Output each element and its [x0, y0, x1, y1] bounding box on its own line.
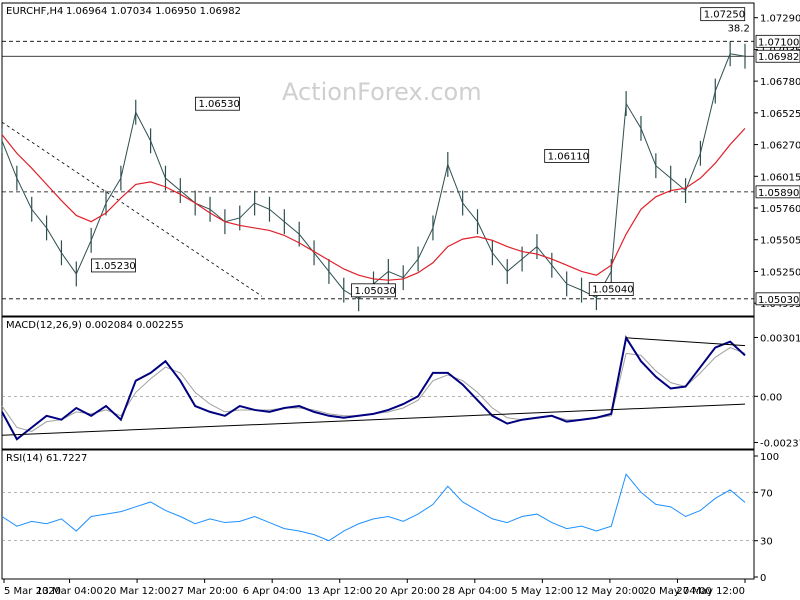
price-axis-label: 1.06015 [760, 172, 800, 183]
price-axis-label: 1.07290 [760, 14, 800, 25]
macd-trendline [1, 403, 746, 436]
price-axis-label: 1.06780 [760, 77, 800, 88]
macd-line [1, 335, 746, 441]
price-tag-label: 1.07100 [758, 37, 799, 48]
x-axis-label: 5 May 12:00 [511, 586, 573, 597]
price-tag-label: 1.06982 [758, 52, 799, 63]
price-callout-box [588, 282, 634, 296]
price-callout-label: 1.05040 [592, 285, 633, 296]
price-series-layer: 1.06530 1.05230 1.05030 1.06110 1.05040 1.072… [1, 7, 754, 312]
fib-level-label: 38.2 [728, 24, 750, 35]
x-axis-label: 12 May 20:00 [576, 586, 645, 597]
price-axis-label: 1.06525 [760, 109, 800, 120]
price-axis-label: 1.05250 [760, 267, 800, 278]
watermark: ActionForex.com [282, 78, 482, 106]
x-axis-label: 20 May 04:00 [643, 586, 712, 597]
moving-average-line [1, 127, 746, 281]
price-callout-box [700, 7, 746, 22]
macd-axis-label: 0.00 [760, 392, 782, 403]
price-tag-label: 1.05030 [758, 295, 799, 306]
price-axis-label: 1.05760 [760, 204, 800, 215]
rsi-axis-label: 30 [760, 537, 773, 548]
rsi-axis-label: 70 [760, 488, 773, 499]
macd-title: MACD(12,26,9) 0.002084 0.002255 [6, 320, 184, 331]
x-axis-label: 5 Mar 2020 [4, 586, 61, 597]
price-tag-box [755, 34, 800, 48]
rsi-axis-label: 0 [760, 573, 766, 584]
price-tag-box [755, 292, 800, 306]
price-callout-label: 1.06530 [198, 99, 239, 110]
x-axis-label: 20 Apr 20:00 [375, 586, 440, 597]
price-axis-label: 1.05505 [760, 236, 800, 247]
price-tag-label: 1.05890 [758, 188, 799, 199]
price-callout-label: 1.07250 [704, 10, 745, 21]
macd-trendline [626, 337, 746, 347]
rsi-line [1, 473, 746, 542]
rsi-series-layer [1, 473, 754, 542]
price-tag-box [755, 49, 800, 63]
price-callout-label: 1.05230 [94, 261, 135, 272]
price-callout-box [351, 283, 396, 298]
x-axis-label: 13 Apr 12:00 [307, 586, 372, 597]
price-callout-box [91, 258, 136, 273]
x-axis-label: 27 Mar 20:00 [171, 586, 238, 597]
symbol-label: EURCHF,H4 [6, 6, 63, 17]
price-callout-box [195, 96, 240, 111]
rsi-axis-label: 100 [760, 452, 779, 463]
ohlc-readout: 1.06964 1.07034 1.06950 1.06982 [66, 6, 241, 17]
axes-layer: 1.072901.070351.067801.065251.062701.060… [3, 14, 800, 597]
x-axis-label: 20 Mar 12:00 [104, 586, 171, 597]
price-callout-box [544, 149, 590, 163]
x-axis-label: 27 May 12:00 [676, 586, 745, 597]
rsi-panel-frame [1, 449, 755, 580]
price-tag-box [755, 185, 800, 199]
price-callout-label: 1.05030 [355, 286, 396, 297]
x-axis-label: 6 Apr 04:00 [243, 586, 302, 597]
macd-series-layer [1, 335, 754, 441]
x-axis-label: 13 Mar 04:00 [36, 586, 103, 597]
rsi-title: RSI(14) 61.7227 [6, 453, 87, 464]
x-axis-label: 28 Apr 04:00 [442, 586, 507, 597]
macd-axis-label: -0.00237 [760, 439, 800, 450]
macd-panel-frame [1, 316, 755, 450]
price-trendline [1, 121, 263, 297]
price-callout-label: 1.06110 [548, 151, 589, 162]
price-axis-label: 1.06270 [760, 141, 800, 152]
macd-axis-label: 0.003017 [760, 333, 800, 344]
